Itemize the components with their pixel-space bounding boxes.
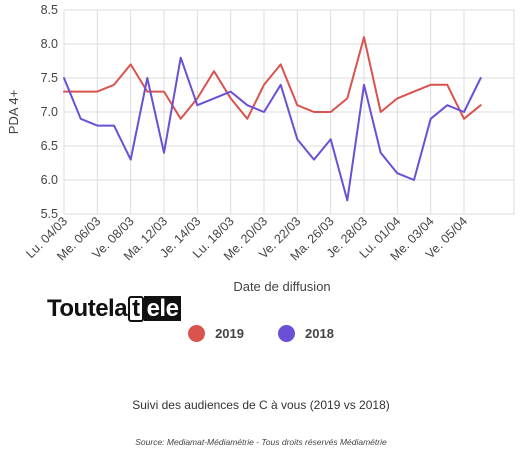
series-line-2019: [63, 36, 482, 120]
y-tick-label: 8.5: [41, 3, 58, 17]
legend-item-2019[interactable]: 2019: [188, 325, 244, 342]
y-tick-label: 7.5: [41, 71, 58, 85]
y-axis-title: PDA 4+: [6, 90, 21, 134]
x-axis-title: Date de diffusion: [233, 279, 330, 294]
chart-legend: 2019 2018: [0, 325, 522, 342]
y-axis-ticks: 5.5 6.0 6.5 7.0 7.5 8.0 8.5: [41, 3, 58, 221]
logo-text-part: ele: [143, 296, 182, 321]
y-tick-label: 6.5: [41, 139, 58, 153]
legend-label-2018: 2018: [305, 326, 334, 341]
chart-caption: Suivi des audiences de C à vous (2019 vs…: [132, 398, 390, 412]
logo-text-part: t: [128, 295, 144, 322]
y-tick-label: 8.0: [41, 37, 58, 51]
logo-text-part: Toutela: [47, 294, 128, 322]
legend-item-2018[interactable]: 2018: [278, 325, 334, 342]
source-note: Source: Mediamat-Médiamétrie - Tous droi…: [135, 437, 387, 447]
legend-marker-2019: [188, 325, 206, 342]
y-tick-label: 7.0: [41, 105, 58, 119]
toutelatele-logo: Toutela t ele: [47, 294, 182, 322]
series-lines: [63, 36, 482, 202]
y-tick-label: 5.5: [41, 207, 58, 221]
y-tick-label: 6.0: [41, 173, 58, 187]
series-line-2018: [63, 56, 482, 202]
legend-marker-2018: [278, 325, 295, 342]
legend-label-2019: 2019: [215, 326, 244, 341]
